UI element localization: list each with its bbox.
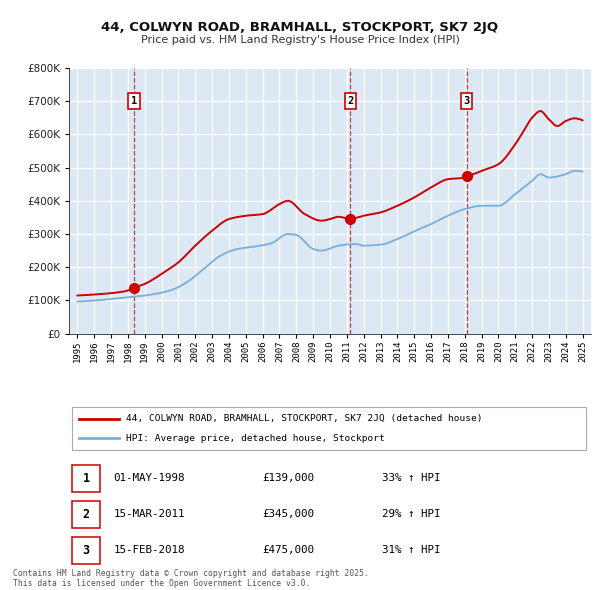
Text: £475,000: £475,000 xyxy=(262,545,314,555)
Text: 31% ↑ HPI: 31% ↑ HPI xyxy=(382,545,440,555)
Text: 2: 2 xyxy=(83,508,90,521)
Text: £345,000: £345,000 xyxy=(262,509,314,519)
Text: 3: 3 xyxy=(83,544,90,557)
Text: 01-MAY-1998: 01-MAY-1998 xyxy=(113,473,185,483)
Text: 44, COLWYN ROAD, BRAMHALL, STOCKPORT, SK7 2JQ (detached house): 44, COLWYN ROAD, BRAMHALL, STOCKPORT, SK… xyxy=(127,414,483,423)
Bar xyxy=(71,465,100,491)
Text: £139,000: £139,000 xyxy=(262,473,314,483)
Bar xyxy=(71,501,100,527)
Text: 1: 1 xyxy=(83,472,90,485)
Text: 15-FEB-2018: 15-FEB-2018 xyxy=(113,545,185,555)
Text: 15-MAR-2011: 15-MAR-2011 xyxy=(113,509,185,519)
Text: 3: 3 xyxy=(464,96,470,106)
Text: 2: 2 xyxy=(347,96,353,106)
Bar xyxy=(71,537,100,563)
Text: Contains HM Land Registry data © Crown copyright and database right 2025.
This d: Contains HM Land Registry data © Crown c… xyxy=(13,569,369,588)
Bar xyxy=(71,407,586,450)
Text: 29% ↑ HPI: 29% ↑ HPI xyxy=(382,509,440,519)
Text: Price paid vs. HM Land Registry's House Price Index (HPI): Price paid vs. HM Land Registry's House … xyxy=(140,35,460,45)
Text: HPI: Average price, detached house, Stockport: HPI: Average price, detached house, Stoc… xyxy=(127,434,385,442)
Text: 33% ↑ HPI: 33% ↑ HPI xyxy=(382,473,440,483)
Text: 44, COLWYN ROAD, BRAMHALL, STOCKPORT, SK7 2JQ: 44, COLWYN ROAD, BRAMHALL, STOCKPORT, SK… xyxy=(101,21,499,34)
Text: 1: 1 xyxy=(131,96,137,106)
